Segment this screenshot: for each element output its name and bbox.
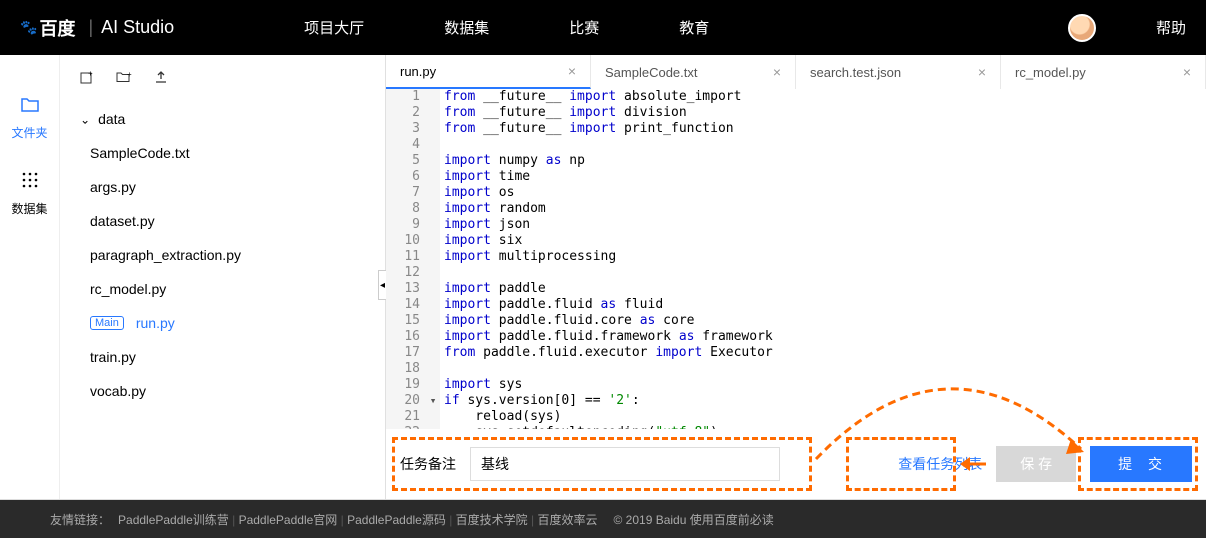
footer-link[interactable]: 百度技术学院 — [456, 513, 528, 527]
task-note-label: 任务备注 — [400, 454, 456, 474]
tree-file[interactable]: SampleCode.txt — [70, 136, 375, 170]
rail-files-label: 文件夹 — [11, 124, 47, 141]
tree-folder-data[interactable]: data — [70, 102, 375, 136]
tab-label: search.test.json — [810, 65, 901, 80]
new-file-icon[interactable]: + — [80, 70, 94, 88]
dataset-icon — [21, 171, 39, 194]
footer-link[interactable]: PaddlePaddle官网 — [239, 513, 338, 527]
nav-datasets[interactable]: 数据集 — [444, 17, 489, 38]
view-task-list-link[interactable]: 查看任务列表 — [898, 454, 982, 474]
nav-education[interactable]: 教育 — [679, 17, 709, 38]
footer-link[interactable]: PaddlePaddle源码 — [347, 513, 446, 527]
rail-files[interactable]: 文件夹 — [0, 85, 59, 159]
top-nav: 项目大厅 数据集 比赛 教育 — [304, 17, 709, 38]
task-note-input[interactable] — [470, 447, 780, 481]
tree-file-main[interactable]: Main run.py — [70, 306, 375, 340]
nav-project-hall[interactable]: 项目大厅 — [304, 17, 364, 38]
avatar[interactable] — [1068, 14, 1096, 42]
editor-area: ◂ run.py×SampleCode.txt×search.test.json… — [385, 55, 1206, 499]
logo-studio-text: AI Studio — [101, 17, 174, 38]
main-file-name: run.py — [136, 315, 175, 331]
tab-label: rc_model.py — [1015, 65, 1086, 80]
help-link[interactable]: 帮助 — [1156, 17, 1186, 38]
top-header: 🐾百度 | AI Studio 项目大厅 数据集 比赛 教育 帮助 — [0, 0, 1206, 55]
new-folder-icon[interactable]: + — [116, 70, 132, 88]
tree-file[interactable]: paragraph_extraction.py — [70, 238, 375, 272]
file-toolbar: + + — [60, 70, 385, 102]
close-icon[interactable]: × — [978, 64, 986, 80]
paw-icon: 🐾 — [20, 19, 37, 36]
editor-tabs: run.py×SampleCode.txt×search.test.json×r… — [386, 55, 1206, 89]
main-badge: Main — [90, 316, 124, 330]
close-icon[interactable]: × — [1183, 64, 1191, 80]
left-rail: 文件夹 数据集 — [0, 55, 60, 499]
logo-baidu-text: 百度 — [39, 15, 75, 41]
nav-competition[interactable]: 比赛 — [569, 17, 599, 38]
rail-datasets-label: 数据集 — [11, 200, 47, 217]
svg-text:+: + — [88, 70, 93, 78]
tab-label: run.py — [400, 64, 436, 79]
close-icon[interactable]: × — [773, 64, 781, 80]
file-panel: + + data SampleCode.txt args.py dataset.… — [60, 55, 385, 499]
footer-link[interactable]: 百度效率云 — [537, 513, 597, 527]
footer-copyright: © 2019 Baidu 使用百度前必读 — [614, 511, 774, 528]
editor-tab[interactable]: SampleCode.txt × — [591, 55, 796, 89]
tree-file[interactable]: dataset.py — [70, 204, 375, 238]
tree-file[interactable]: train.py — [70, 340, 375, 374]
close-icon[interactable]: × — [568, 63, 576, 79]
code-container[interactable]: 1from __future__ import absolute_import2… — [386, 89, 1206, 429]
file-tree: data SampleCode.txt args.py dataset.py p… — [60, 102, 385, 408]
footer: 友情链接： PaddlePaddle训练营 | PaddlePaddle官网 |… — [0, 500, 1206, 538]
bottom-bar: 任务备注 查看任务列表 保 存 提 交 — [386, 429, 1206, 499]
upload-icon[interactable] — [154, 70, 168, 88]
footer-link[interactable]: PaddlePaddle训练营 — [118, 513, 229, 527]
tab-label: SampleCode.txt — [605, 65, 698, 80]
tree-file[interactable]: rc_model.py — [70, 272, 375, 306]
editor-tab[interactable]: rc_model.py × — [1001, 55, 1206, 89]
collapse-handle[interactable]: ◂ — [378, 270, 386, 300]
logo-divider: | — [88, 17, 93, 38]
tree-file[interactable]: args.py — [70, 170, 375, 204]
folder-icon — [20, 97, 40, 118]
logo[interactable]: 🐾百度 | AI Studio — [20, 15, 174, 41]
footer-prefix: 友情链接： — [50, 511, 110, 528]
rail-datasets[interactable]: 数据集 — [0, 159, 59, 235]
svg-text:+: + — [127, 70, 132, 79]
submit-button[interactable]: 提 交 — [1090, 446, 1192, 482]
tree-file[interactable]: vocab.py — [70, 374, 375, 408]
save-button[interactable]: 保 存 — [996, 446, 1076, 482]
editor-tab[interactable]: search.test.json × — [796, 55, 1001, 89]
editor-tab[interactable]: run.py × — [386, 55, 591, 89]
main-area: 文件夹 数据集 + + data SampleCode.txt args.py … — [0, 55, 1206, 500]
